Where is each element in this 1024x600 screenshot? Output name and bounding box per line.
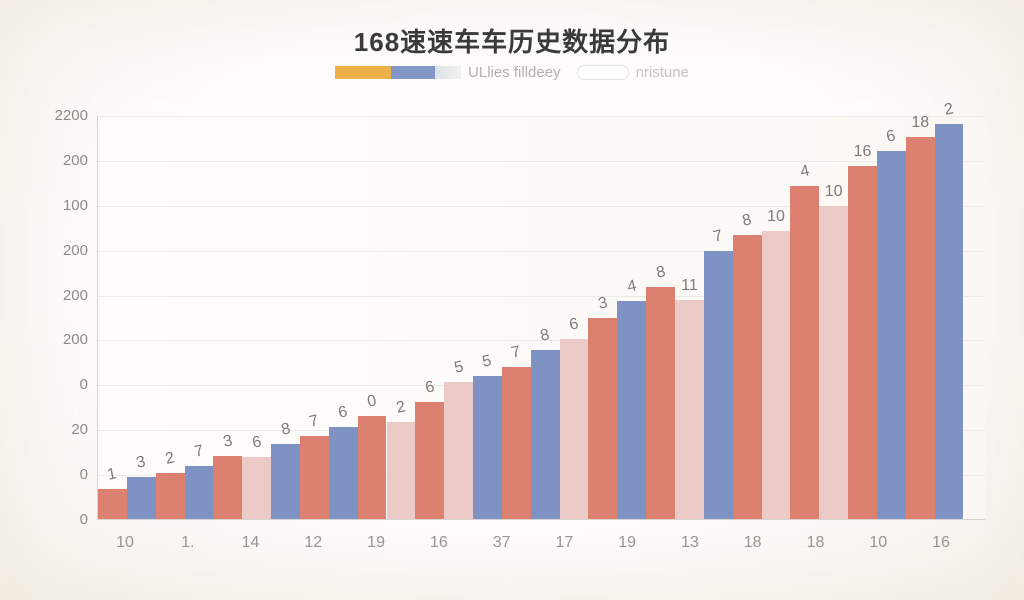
- x-tick-label: 19: [367, 534, 385, 551]
- bar-coral: [213, 456, 243, 519]
- x-tick-label: 12: [304, 534, 323, 551]
- bar-value-label: 10: [824, 183, 843, 200]
- x-tick-label: 10: [869, 534, 888, 551]
- y-tick-label: 100: [62, 196, 88, 214]
- x-tick-label: 17: [555, 534, 574, 551]
- bar-value-label: 16: [853, 143, 872, 160]
- bar-coral: [155, 473, 185, 519]
- bar-coral: [299, 436, 329, 519]
- legend-label-2: nristune: [635, 64, 689, 81]
- bar-blue: [126, 477, 156, 519]
- gridline: [97, 295, 985, 297]
- legend-label-1: ULlies filldeey: [468, 64, 561, 81]
- bar-blue: [934, 124, 964, 519]
- legend-swatch-blue: [391, 66, 436, 79]
- y-tick-label: 200: [62, 151, 88, 169]
- bar-coral: [357, 416, 387, 519]
- bar-blue: [617, 301, 647, 519]
- bar-pink: [761, 231, 791, 519]
- y-tick-label: 0: [79, 376, 88, 394]
- bar-pink: [559, 339, 589, 519]
- bar-value-label: 10: [767, 208, 785, 225]
- bar-blue: [703, 251, 733, 519]
- y-tick-label: 200: [62, 331, 88, 349]
- x-axis-labels: 10 1. 14 12 19 16 37 17 19 13 18 18 10 16: [0, 534, 1024, 556]
- bar-blue: [328, 427, 358, 519]
- bar-coral: [501, 367, 531, 519]
- bar-coral: [848, 166, 877, 519]
- bar-coral: [98, 489, 127, 519]
- x-tick-label: 1.: [181, 534, 195, 551]
- gridline: [97, 250, 985, 252]
- bar-pink: [675, 300, 704, 519]
- x-axis-line: [97, 519, 985, 520]
- gridline: [97, 160, 985, 162]
- legend-swatch-orange: [335, 66, 392, 79]
- y-tick-label: 20: [71, 421, 88, 439]
- bar-coral: [790, 186, 820, 519]
- y-tick-label: 0: [79, 466, 88, 484]
- bar-coral: [732, 235, 762, 519]
- bar-pink: [386, 422, 416, 519]
- x-tick-label: 13: [681, 534, 699, 551]
- y-tick-label: 200: [62, 286, 88, 304]
- bar-coral: [415, 402, 445, 519]
- y-tick-label: 0: [79, 511, 88, 528]
- x-tick-label: 14: [241, 534, 260, 551]
- bar-blue: [473, 376, 502, 519]
- x-tick-label: 10: [116, 534, 134, 551]
- bar-pink: [242, 457, 272, 519]
- y-tick-label: 2200: [54, 107, 88, 124]
- gridline: [97, 116, 985, 117]
- y-axis-line: [97, 116, 98, 520]
- y-tick-label: 200: [62, 241, 88, 259]
- chart-title: 168速速车车历史数据分布: [353, 27, 671, 57]
- bar-value-label: 4: [798, 162, 811, 181]
- bar-blue: [271, 444, 300, 519]
- bar-blue: [876, 151, 906, 519]
- x-tick-label: 37: [492, 534, 511, 551]
- bar-blue: [184, 466, 214, 519]
- gridline: [97, 205, 985, 207]
- x-tick-label: 18: [743, 534, 762, 551]
- x-tick-label: 16: [932, 534, 950, 551]
- x-tick-label: 19: [618, 534, 637, 551]
- bar-coral: [646, 287, 675, 519]
- gridline: [97, 340, 985, 342]
- bar-value-label: 11: [681, 277, 698, 294]
- bar-pink: [444, 382, 474, 519]
- legend-swatch-gray: [435, 66, 462, 79]
- bar-coral: [905, 137, 935, 519]
- y-axis-labels: 2200 200 100 200 200 200 0 20 0 0: [28, 107, 88, 528]
- bar-blue: [530, 350, 560, 519]
- x-tick-label: 18: [806, 534, 825, 551]
- x-tick-label: 16: [429, 534, 448, 551]
- bar-coral: [588, 318, 618, 519]
- legend: ULlies filldeey nristune: [0, 64, 1024, 81]
- legend-swatch-white: [576, 65, 629, 80]
- plot-area: 1 3 2 7 3 6 8 7 6 0 2 6 5 5 7 8 6 3 4 8 11 7 8 10 4 10 16 6 18 2: [97, 100, 985, 520]
- bar-value-label: 18: [911, 114, 930, 131]
- bar-pink: [819, 206, 849, 519]
- bar-value-label: 2: [942, 100, 956, 119]
